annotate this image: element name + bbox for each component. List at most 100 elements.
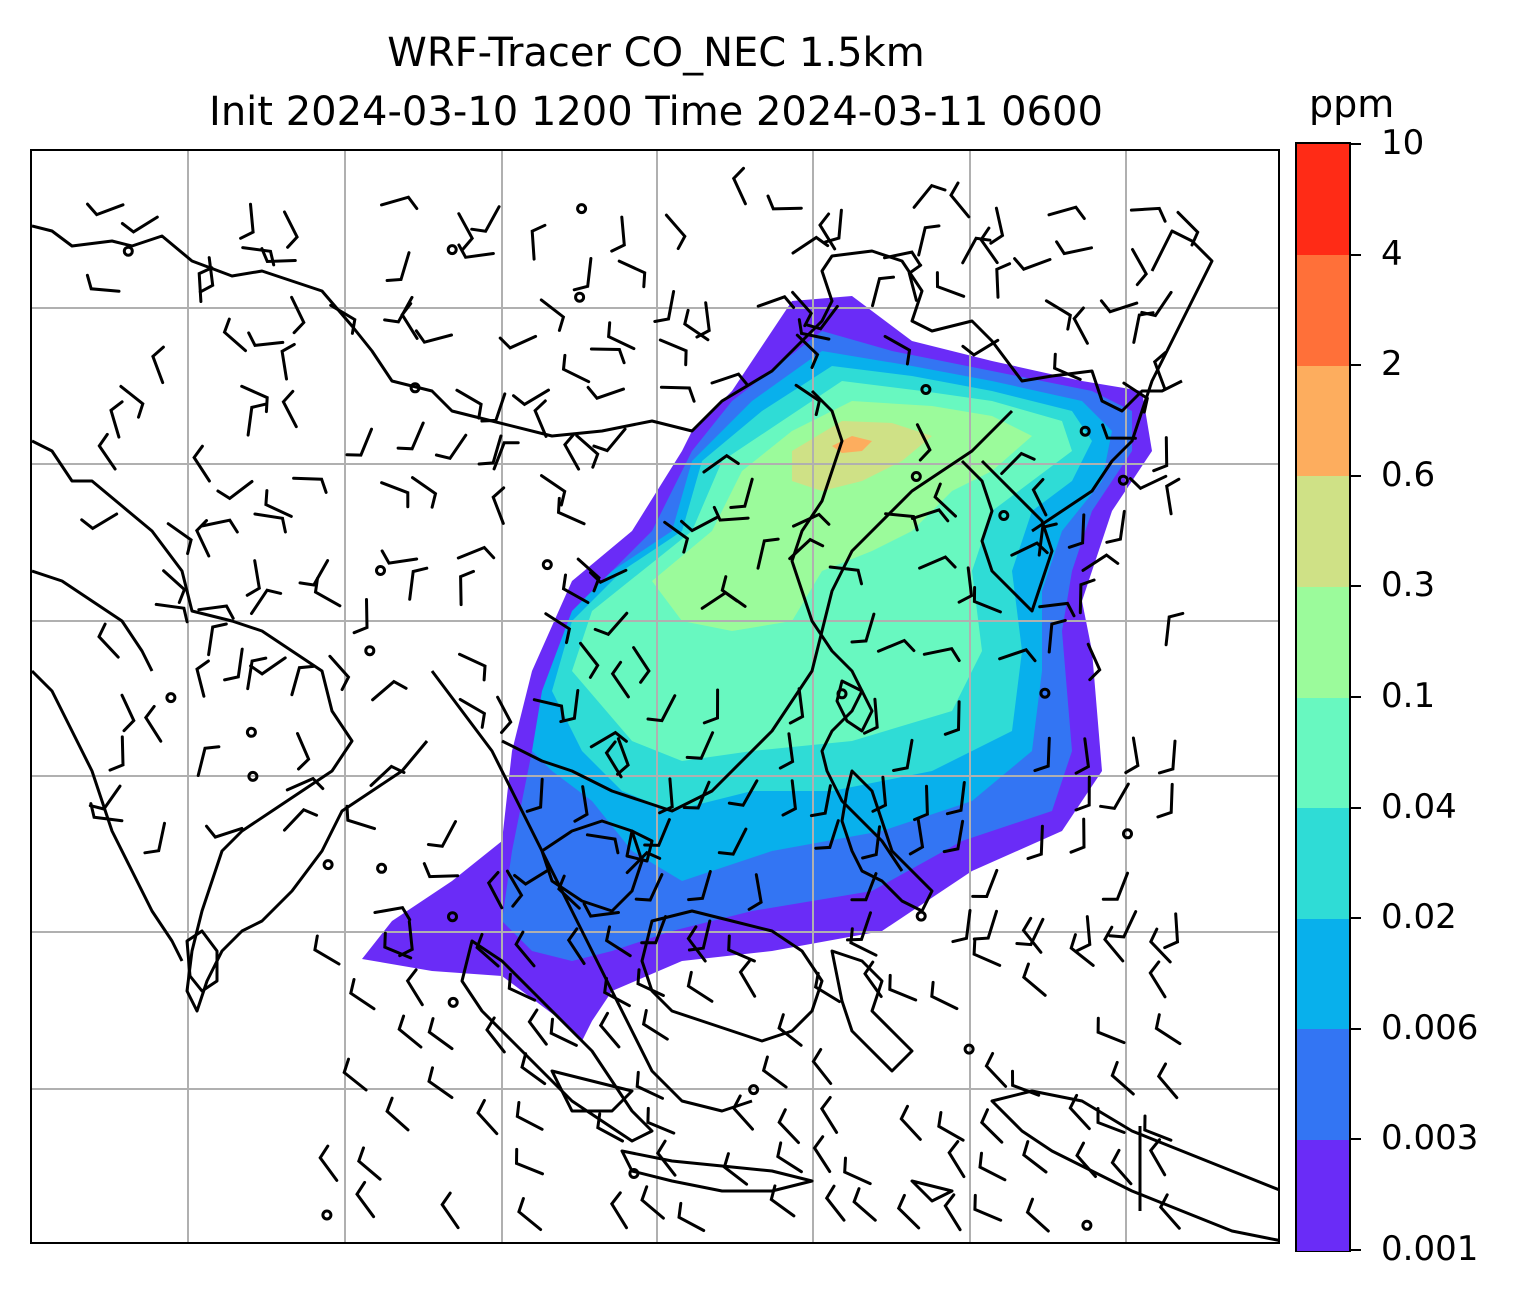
wind-barb bbox=[1044, 299, 1072, 331]
wind-barb bbox=[1075, 1141, 1097, 1178]
wind-barb bbox=[640, 915, 667, 945]
wind-barb bbox=[1074, 737, 1091, 775]
wind-barb bbox=[80, 512, 119, 531]
wind-barb bbox=[89, 802, 124, 823]
wind-barb bbox=[852, 1187, 877, 1222]
coastline-north-border bbox=[32, 224, 1183, 438]
wind-barb bbox=[1132, 311, 1155, 344]
wind-barb bbox=[794, 383, 822, 417]
wind-barb bbox=[1096, 1016, 1126, 1045]
wind-barb bbox=[747, 873, 763, 911]
wind-barb bbox=[491, 486, 506, 525]
wind-barb bbox=[776, 1141, 803, 1174]
wind-barb bbox=[791, 290, 814, 328]
wind-barb bbox=[513, 867, 551, 886]
wind-barb bbox=[1026, 824, 1044, 861]
wind-barb bbox=[727, 779, 759, 807]
wind-barb bbox=[434, 433, 468, 461]
wind-barb bbox=[349, 978, 376, 1011]
coastline-java bbox=[620, 1149, 814, 1193]
wind-barb bbox=[357, 1146, 382, 1181]
wind-barb bbox=[108, 735, 125, 772]
wind-barb bbox=[355, 1180, 376, 1219]
wind-barb bbox=[383, 931, 413, 960]
calm-wind-marker bbox=[748, 1084, 760, 1096]
wind-barb bbox=[477, 434, 503, 466]
wind-barb bbox=[143, 704, 163, 743]
calm-wind-marker bbox=[376, 862, 388, 874]
wind-barb bbox=[475, 932, 500, 968]
wind-barb bbox=[166, 522, 193, 555]
wind-barb bbox=[722, 1152, 749, 1186]
wind-barb bbox=[655, 1139, 677, 1177]
wind-barb bbox=[459, 569, 475, 607]
calm-wind-marker bbox=[321, 1209, 333, 1221]
wind-barb bbox=[604, 740, 623, 779]
wind-barb bbox=[797, 318, 831, 341]
wind-barb bbox=[824, 1184, 846, 1222]
wind-barb bbox=[405, 968, 424, 1007]
wind-barb bbox=[527, 1008, 548, 1046]
wind-barb bbox=[720, 575, 747, 608]
coastline-sulawesi bbox=[830, 949, 914, 1073]
wind-barb bbox=[515, 1101, 544, 1131]
wind-barb bbox=[871, 775, 888, 813]
wind-barb bbox=[727, 934, 756, 963]
wind-barb bbox=[97, 622, 120, 659]
wind-barb bbox=[380, 481, 410, 509]
colorbar-tick bbox=[1351, 696, 1361, 698]
colorbar-tick bbox=[1351, 806, 1361, 809]
wind-barb bbox=[777, 1013, 803, 1047]
wind-barb bbox=[194, 519, 211, 558]
wind-barb bbox=[683, 308, 710, 342]
wind-barb bbox=[1033, 736, 1051, 773]
wind-barb bbox=[1148, 960, 1167, 999]
coastline-bay bbox=[550, 1069, 634, 1113]
calm-wind-marker bbox=[541, 559, 553, 571]
wind-barb bbox=[549, 1017, 578, 1047]
wind-barb bbox=[561, 353, 591, 384]
wind-barb bbox=[539, 298, 566, 332]
wind-barb bbox=[918, 555, 957, 570]
wind-barb bbox=[455, 388, 483, 420]
calm-wind-marker bbox=[364, 645, 376, 657]
wind-barb bbox=[818, 212, 837, 251]
wind-barb bbox=[646, 1106, 676, 1135]
wind-barb bbox=[530, 223, 547, 261]
colorbar-tick bbox=[1351, 474, 1361, 477]
wind-barb bbox=[680, 516, 719, 533]
wind-barb bbox=[915, 423, 932, 462]
wind-barb bbox=[933, 482, 957, 518]
wind-barb bbox=[290, 295, 306, 335]
wind-barb bbox=[979, 226, 999, 265]
colorbar-tick-label: 0.6 bbox=[1381, 454, 1436, 495]
colorbar-bin bbox=[1297, 1028, 1349, 1140]
wind-barb bbox=[1152, 436, 1169, 473]
wind-barb bbox=[1037, 522, 1058, 557]
wind-barb bbox=[290, 664, 315, 697]
wind-barb bbox=[658, 777, 674, 815]
wind-barb bbox=[408, 566, 429, 601]
wind-barb bbox=[246, 402, 267, 437]
coastline-sri-lanka bbox=[185, 929, 219, 993]
colorbar-tick bbox=[1351, 1027, 1361, 1030]
wind-barb bbox=[653, 290, 676, 323]
wind-barb bbox=[777, 1108, 800, 1145]
wind-barb bbox=[246, 656, 268, 691]
colorbar-bin bbox=[1297, 475, 1349, 587]
wind-barb bbox=[930, 980, 959, 1011]
map-canvas bbox=[32, 151, 1278, 1242]
coastline-philippines bbox=[840, 769, 934, 913]
colorbar-tick bbox=[1351, 143, 1361, 145]
wind-barb bbox=[756, 537, 780, 570]
colorbar-tick bbox=[1351, 1138, 1361, 1141]
wind-barb bbox=[1072, 306, 1089, 345]
wind-barb bbox=[998, 648, 1037, 663]
wind-barb bbox=[1164, 611, 1185, 647]
wind-barb bbox=[345, 427, 373, 457]
wind-barb bbox=[369, 764, 406, 787]
wind-barb bbox=[1047, 618, 1067, 654]
wind-barb bbox=[154, 602, 189, 624]
colorbar-unit-label: ppm bbox=[1309, 82, 1395, 126]
wind-barb bbox=[458, 652, 487, 682]
